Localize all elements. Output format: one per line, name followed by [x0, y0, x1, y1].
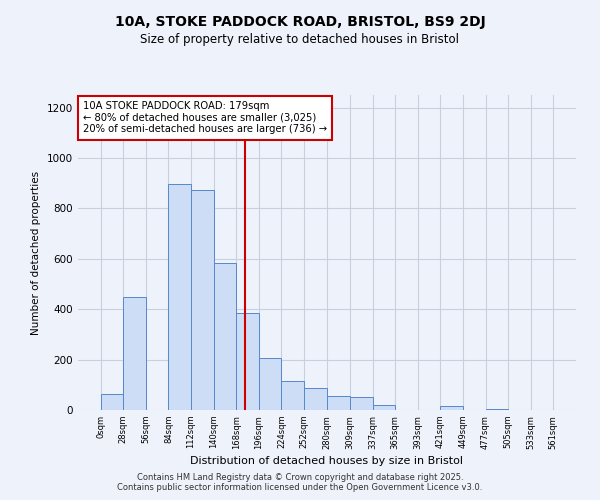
- Text: Size of property relative to detached houses in Bristol: Size of property relative to detached ho…: [140, 32, 460, 46]
- Text: Contains public sector information licensed under the Open Government Licence v3: Contains public sector information licen…: [118, 484, 482, 492]
- Bar: [485, 408, 508, 410]
- Y-axis label: Number of detached properties: Number of detached properties: [31, 170, 41, 334]
- Bar: [281, 381, 304, 410]
- Text: 10A STOKE PADDOCK ROAD: 179sqm
← 80% of detached houses are smaller (3,025)
20% : 10A STOKE PADDOCK ROAD: 179sqm ← 80% of …: [83, 102, 327, 134]
- Text: 10A, STOKE PADDOCK ROAD, BRISTOL, BS9 2DJ: 10A, STOKE PADDOCK ROAD, BRISTOL, BS9 2D…: [115, 15, 485, 29]
- Bar: [440, 406, 463, 410]
- Bar: [350, 398, 373, 410]
- Bar: [169, 184, 191, 410]
- Bar: [101, 394, 123, 410]
- Bar: [191, 190, 214, 410]
- X-axis label: Distribution of detached houses by size in Bristol: Distribution of detached houses by size …: [191, 456, 464, 466]
- Text: Contains HM Land Registry data © Crown copyright and database right 2025.: Contains HM Land Registry data © Crown c…: [137, 472, 463, 482]
- Bar: [304, 388, 326, 410]
- Bar: [214, 262, 236, 410]
- Bar: [373, 405, 395, 410]
- Bar: [123, 296, 146, 410]
- Bar: [326, 396, 350, 410]
- Bar: [236, 313, 259, 410]
- Bar: [259, 358, 281, 410]
